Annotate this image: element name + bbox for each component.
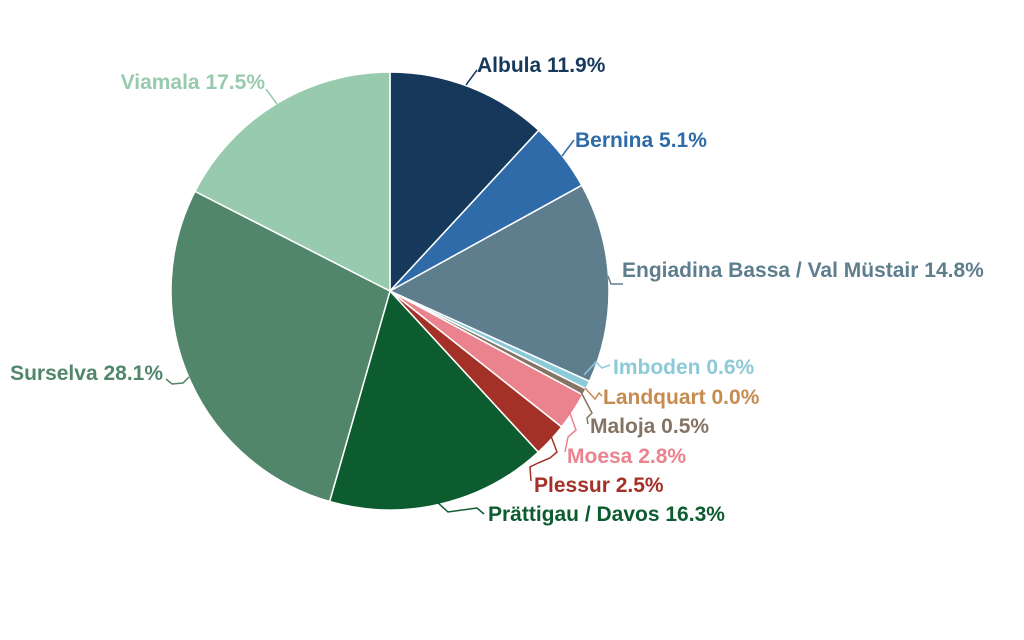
label-engiadina-bassa-val-muestair: Engiadina Bassa / Val Müstair 14.8% bbox=[622, 259, 984, 282]
label-maloja: Maloja 0.5% bbox=[590, 415, 710, 438]
pie-slice-viamala[interactable] bbox=[194, 71, 391, 292]
label-plessur: Plessur 2.5% bbox=[534, 474, 664, 497]
leader-line-moesa bbox=[564, 404, 577, 453]
leader-line-maloja bbox=[580, 391, 593, 425]
pie-slice-surselva[interactable] bbox=[170, 190, 391, 503]
label-albula: Albula 11.9% bbox=[477, 54, 606, 77]
label-moesa: Moesa 2.8% bbox=[567, 445, 687, 468]
pie-slice-albula[interactable] bbox=[389, 71, 540, 292]
label-bernina: Bernina 5.1% bbox=[575, 129, 707, 152]
leader-line-albula bbox=[465, 69, 478, 86]
label-surselva: Surselva 28.1% bbox=[10, 362, 163, 385]
label-landquart: Landquart 0.0% bbox=[603, 386, 760, 409]
label-imboden: Imboden 0.6% bbox=[613, 356, 755, 379]
leader-line-bernina bbox=[561, 139, 575, 157]
label-praettigau-davos: Prättigau / Davos 16.3% bbox=[488, 503, 725, 526]
leader-line-landquart bbox=[584, 387, 603, 401]
pie-slice-prattigau-davos[interactable] bbox=[328, 290, 540, 511]
leader-line-viamala bbox=[265, 88, 278, 105]
label-viamala: Viamala 17.5% bbox=[120, 71, 265, 94]
leader-line-imboden bbox=[583, 360, 611, 376]
leader-line-plessur bbox=[529, 427, 558, 482]
leader-line-prattigau-davos bbox=[436, 501, 485, 515]
leader-line-engiadina-bassa-val-mustair bbox=[607, 275, 623, 285]
leader-line-surselva bbox=[165, 376, 190, 385]
pie-slice-engiadina-bassa-val-mustair[interactable] bbox=[389, 184, 610, 383]
